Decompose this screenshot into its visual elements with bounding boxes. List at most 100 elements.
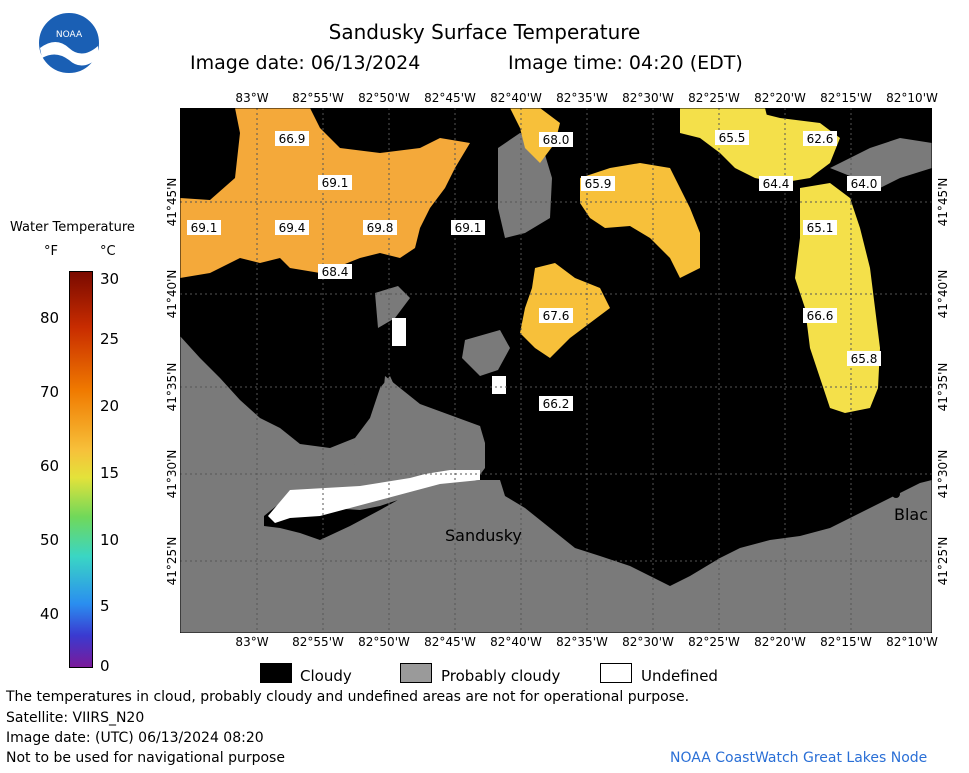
lon-label: 82°15'W — [820, 635, 872, 649]
noaa-logo: NOAA — [37, 11, 101, 75]
land-south — [180, 336, 932, 633]
temperature-labels: 66.9 68.0 65.5 62.6 69.1 65.9 64.4 64.0 69.1 69.4… — [187, 130, 881, 411]
lat-label: 41°25'N — [936, 536, 950, 586]
temp-label: 69.4 — [279, 221, 306, 235]
lat-label: 41°40'N — [165, 269, 179, 319]
lat-label: 41°35'N — [936, 362, 950, 412]
colorbar-c-tick: 30 — [100, 270, 120, 288]
temp-label: 68.0 — [543, 133, 570, 147]
lon-label: 83°W — [235, 635, 269, 649]
temp-label-bg — [759, 176, 793, 191]
temp-label: 66.6 — [807, 309, 834, 323]
warm-center-1 — [510, 108, 560, 163]
colorbar — [69, 271, 93, 668]
white-blob-1 — [392, 318, 406, 346]
temp-label-bg — [539, 308, 573, 323]
temp-label: 65.5 — [719, 131, 746, 145]
lon-label: 82°10'W — [886, 91, 938, 105]
footer-note: The temperatures in cloud, probably clou… — [6, 689, 690, 705]
temp-label-bg — [803, 308, 837, 323]
temp-label: 65.8 — [851, 352, 878, 366]
gray-island-2 — [375, 286, 410, 328]
colorbar-f-tick: 40 — [40, 605, 60, 623]
place-sandusky: Sandusky — [445, 526, 522, 545]
temp-label: 69.8 — [367, 221, 394, 235]
lon-label: 82°45'W — [424, 635, 476, 649]
lat-label: 41°40'N — [936, 269, 950, 319]
lon-label: 82°25'W — [688, 635, 740, 649]
place-bla: Blac — [894, 505, 928, 524]
colorbar-unit-f: °F — [44, 244, 58, 259]
temp-label: 67.6 — [543, 309, 570, 323]
colorbar-c-tick: 5 — [100, 597, 110, 615]
temp-label-bg — [581, 176, 615, 191]
lat-label: 41°25'N — [165, 536, 179, 586]
temp-label: 64.4 — [763, 177, 790, 191]
colorbar-f-tick: 50 — [40, 531, 60, 549]
temp-label-bg — [318, 175, 352, 190]
warm-west — [180, 108, 470, 278]
temp-label-bg — [275, 131, 309, 146]
map-grid — [180, 108, 932, 633]
legend-cloudy-label: Cloudy — [300, 667, 352, 685]
colorbar-c-tick: 20 — [100, 397, 120, 415]
image-date: Image date: 06/13/2024 — [190, 52, 421, 74]
colorbar-c-tick: 15 — [100, 464, 120, 482]
temperature-map: 66.9 68.0 65.5 62.6 69.1 65.9 64.4 64.0 69.1 69.4… — [180, 108, 932, 633]
temp-label-bg — [187, 220, 221, 235]
lon-label: 82°20'W — [754, 635, 806, 649]
lon-label: 82°50'W — [358, 91, 410, 105]
temp-label: 68.4 — [322, 265, 349, 279]
temp-label: 66.2 — [543, 397, 570, 411]
image-time: Image time: 04:20 (EDT) — [508, 52, 743, 74]
temp-label: 62.6 — [807, 132, 834, 146]
temp-label-bg — [715, 130, 749, 145]
temp-label-bg — [803, 220, 837, 235]
temp-label: 69.1 — [191, 221, 218, 235]
gray-patch-1 — [350, 376, 485, 478]
lon-label: 82°25'W — [688, 91, 740, 105]
colorbar-f-tick: 60 — [40, 457, 60, 475]
colorbar-c-tick: 0 — [100, 657, 110, 675]
temp-label-bg — [847, 176, 881, 191]
gray-island-3 — [462, 330, 510, 376]
lon-label: 82°55'W — [292, 635, 344, 649]
lat-label: 41°35'N — [165, 362, 179, 412]
temp-label-bg — [451, 220, 485, 235]
temp-label-bg — [847, 351, 881, 366]
temp-label: 66.9 — [279, 132, 306, 146]
colorbar-unit-c: °C — [100, 244, 116, 259]
temp-label-bg — [539, 396, 573, 411]
lon-label: 82°50'W — [358, 635, 410, 649]
lon-label: 82°45'W — [424, 91, 476, 105]
lat-label: 41°45'N — [936, 177, 950, 227]
colorbar-c-tick: 25 — [100, 330, 120, 348]
lon-label: 82°30'W — [622, 635, 674, 649]
temp-label: 64.0 — [851, 177, 878, 191]
footer-satellite: Satellite: VIIRS_N20 — [6, 710, 145, 726]
colorbar-title: Water Temperature — [10, 220, 135, 235]
colorbar-f-tick: 70 — [40, 383, 60, 401]
legend-undefined-label: Undefined — [641, 667, 718, 685]
footer-credit: NOAA CoastWatch Great Lakes Node — [670, 750, 928, 766]
temp-label: 69.1 — [455, 221, 482, 235]
temp-label-bg — [803, 131, 837, 146]
lon-label: 82°15'W — [820, 91, 872, 105]
temp-label-bg — [275, 220, 309, 235]
white-blob-2 — [492, 376, 506, 394]
footer-utc-date: Image date: (UTC) 06/13/2024 08:20 — [6, 730, 264, 746]
logo-text: NOAA — [56, 30, 83, 40]
lon-label: 82°10'W — [886, 635, 938, 649]
legend-undefined-swatch — [600, 663, 632, 683]
temp-label-bg — [318, 264, 352, 279]
lon-label: 82°35'W — [556, 91, 608, 105]
temp-label-bg — [363, 220, 397, 235]
cool-north — [680, 108, 840, 183]
legend-probably-cloudy-swatch — [400, 663, 432, 683]
legend-probably-cloudy-label: Probably cloudy — [441, 667, 561, 685]
lat-label: 41°45'N — [165, 177, 179, 227]
lat-label: 41°30'N — [165, 449, 179, 499]
lon-label: 82°35'W — [556, 635, 608, 649]
legend-cloudy-swatch — [260, 663, 292, 683]
temp-label: 65.9 — [585, 177, 612, 191]
